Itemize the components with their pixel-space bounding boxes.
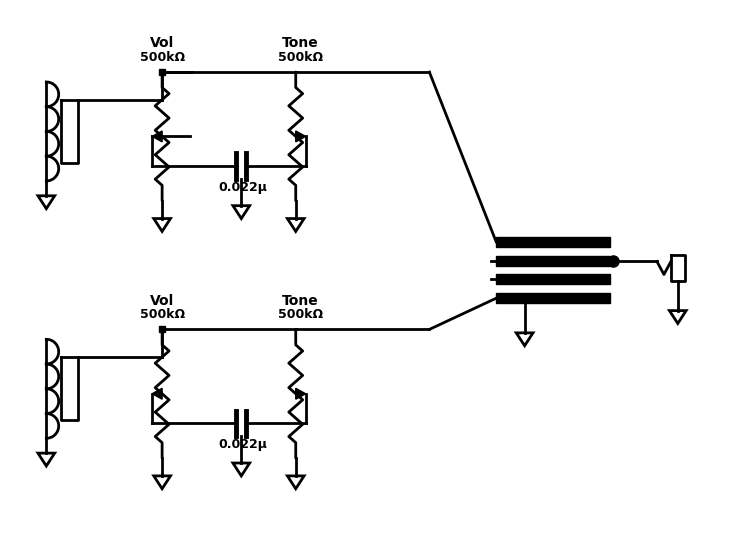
Polygon shape (152, 388, 162, 399)
Polygon shape (295, 131, 306, 142)
Bar (496, 237, 610, 247)
Text: 500kΩ: 500kΩ (140, 51, 184, 64)
Text: Vol: Vol (150, 294, 174, 308)
Bar (496, 256, 610, 265)
Text: 500kΩ: 500kΩ (278, 51, 323, 64)
Text: Vol: Vol (150, 36, 174, 50)
Text: 0.022μ: 0.022μ (219, 181, 268, 194)
Bar (496, 275, 610, 285)
Bar (496, 293, 610, 303)
Text: 500kΩ: 500kΩ (140, 308, 184, 322)
Text: 500kΩ: 500kΩ (278, 308, 323, 322)
Polygon shape (295, 388, 306, 399)
Polygon shape (152, 131, 162, 142)
Text: 0.022μ: 0.022μ (219, 438, 268, 452)
Text: Tone: Tone (282, 294, 319, 308)
Text: Tone: Tone (282, 36, 319, 50)
